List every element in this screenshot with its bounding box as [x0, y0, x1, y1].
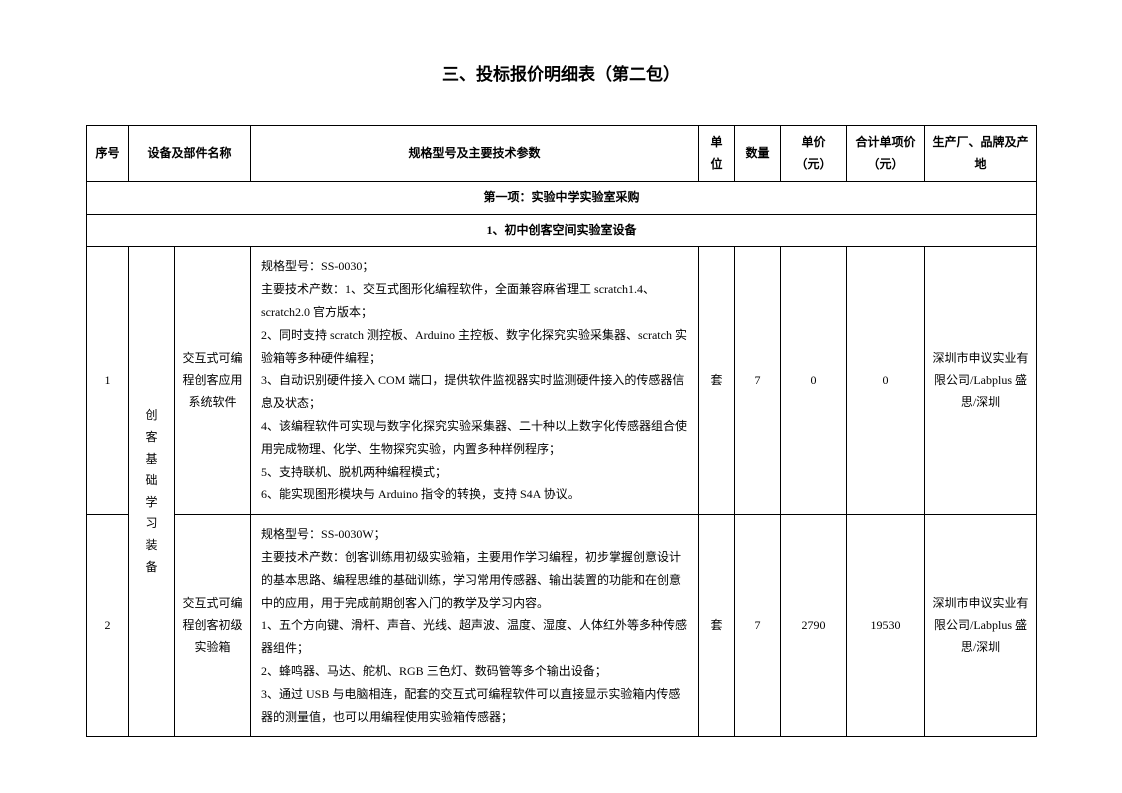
cell-spec: 规格型号：SS-0030W；主要技术产数：创客训练用初级实验箱，主要用作学习编程…: [251, 515, 699, 737]
cell-origin: 深圳市申议实业有限公司/Labplus 盛思/深圳: [925, 515, 1037, 737]
cell-seq: 1: [87, 247, 129, 515]
header-qty: 数量: [735, 126, 781, 182]
cell-unit: 套: [699, 247, 735, 515]
cell-qty: 7: [735, 247, 781, 515]
table-header-row: 序号 设备及部件名称 规格型号及主要技术参数 单位 数量 单价（元） 合计单项价…: [87, 126, 1037, 182]
table-row: 1 创客基础学习装备 交互式可编程创客应用系统软件 规格型号：SS-0030；主…: [87, 247, 1037, 515]
cell-qty: 7: [735, 515, 781, 737]
cell-total: 19530: [847, 515, 925, 737]
page-title: 三、投标报价明细表（第二包）: [86, 60, 1036, 85]
cell-category: 创客基础学习装备: [129, 247, 175, 737]
header-unit: 单位: [699, 126, 735, 182]
cell-seq: 2: [87, 515, 129, 737]
section-1-label: 第一项：实验中学实验室采购: [87, 182, 1037, 215]
cell-unit: 套: [699, 515, 735, 737]
cell-total: 0: [847, 247, 925, 515]
subsection-row-1: 1、初中创客空间实验室设备: [87, 214, 1037, 247]
subsection-1-label: 1、初中创客空间实验室设备: [87, 214, 1037, 247]
cell-name: 交互式可编程创客初级实验箱: [175, 515, 251, 737]
cell-name: 交互式可编程创客应用系统软件: [175, 247, 251, 515]
header-seq: 序号: [87, 126, 129, 182]
cell-price: 2790: [781, 515, 847, 737]
quotation-table: 序号 设备及部件名称 规格型号及主要技术参数 单位 数量 单价（元） 合计单项价…: [86, 125, 1037, 737]
section-row-1: 第一项：实验中学实验室采购: [87, 182, 1037, 215]
header-spec: 规格型号及主要技术参数: [251, 126, 699, 182]
header-total: 合计单项价（元）: [847, 126, 925, 182]
header-origin: 生产厂、品牌及产地: [925, 126, 1037, 182]
cell-price: 0: [781, 247, 847, 515]
table-row: 2 交互式可编程创客初级实验箱 规格型号：SS-0030W；主要技术产数：创客训…: [87, 515, 1037, 737]
header-name: 设备及部件名称: [129, 126, 251, 182]
cell-spec: 规格型号：SS-0030；主要技术产数：1、交互式图形化编程软件，全面兼容麻省理…: [251, 247, 699, 515]
header-price: 单价（元）: [781, 126, 847, 182]
cell-origin: 深圳市申议实业有限公司/Labplus 盛思/深圳: [925, 247, 1037, 515]
